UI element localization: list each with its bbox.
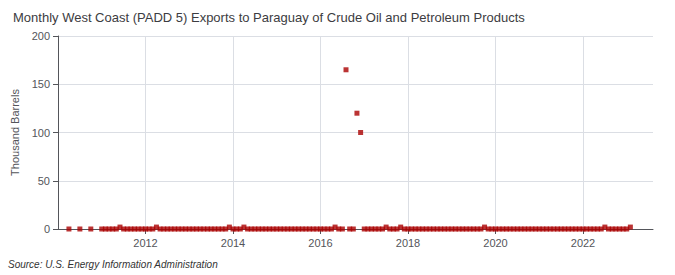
svg-text:100: 100 [32, 127, 50, 139]
svg-text:Monthly West Coast (PADD 5) Ex: Monthly West Coast (PADD 5) Exports to P… [13, 10, 525, 25]
svg-text:2022: 2022 [571, 237, 595, 249]
svg-text:2020: 2020 [483, 237, 507, 249]
svg-text:2016: 2016 [308, 237, 332, 249]
svg-text:150: 150 [32, 78, 50, 90]
svg-text:2014: 2014 [221, 237, 245, 249]
svg-text:2012: 2012 [133, 237, 157, 249]
svg-text:0: 0 [44, 223, 50, 235]
svg-text:200: 200 [32, 30, 50, 42]
svg-text:Thousand Barrels: Thousand Barrels [9, 89, 21, 176]
svg-text:2018: 2018 [396, 237, 420, 249]
svg-text:50: 50 [38, 175, 50, 187]
svg-text:Source: U.S. Energy Informatio: Source: U.S. Energy Information Administ… [8, 259, 218, 270]
